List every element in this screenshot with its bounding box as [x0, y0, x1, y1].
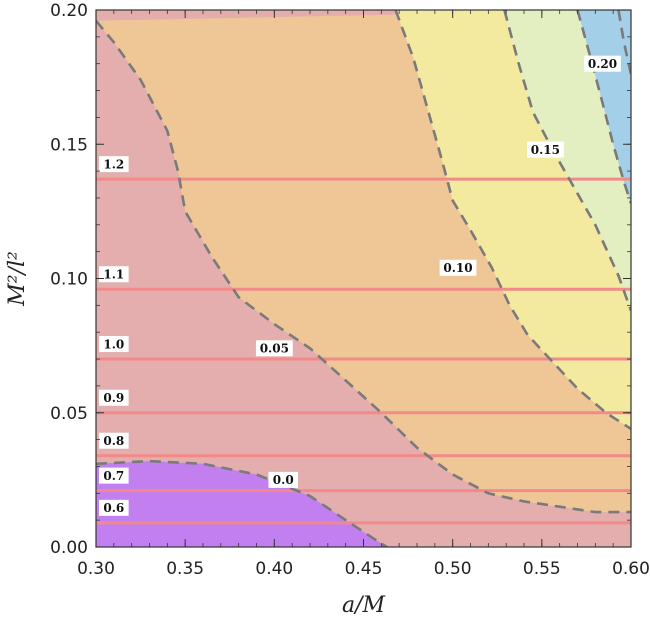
- x-tick-label: 0.40: [255, 559, 293, 579]
- y-tick-label: 0.05: [50, 404, 88, 424]
- label-text: 0.10: [443, 261, 472, 275]
- label-box: [439, 259, 477, 276]
- label-text: 0.15: [531, 143, 560, 157]
- contour-label: 0.10: [439, 259, 477, 276]
- label-text: 0.7: [103, 469, 124, 483]
- x-tick-label: 0.30: [77, 559, 115, 579]
- region-below-0.0: [96, 461, 387, 547]
- horizontal-lines: [96, 177, 631, 525]
- y-tick-label: 0.20: [50, 1, 88, 21]
- label-text: 0.0: [273, 473, 294, 487]
- label-box: [99, 156, 129, 173]
- label-text: 0.05: [260, 342, 289, 356]
- label-text: 0.9: [103, 391, 124, 405]
- label-box: [99, 467, 129, 484]
- label-box: [99, 266, 129, 283]
- horizontal-line-label: 1.0: [99, 336, 129, 353]
- horizontal-line-label: 0.9: [99, 389, 129, 406]
- dashed-contour: [394, 10, 631, 430]
- contour-label: 0.0: [268, 471, 299, 488]
- label-text: 1.0: [103, 337, 124, 351]
- horizontal-line-label: 1.2: [99, 156, 129, 173]
- y-tick-label: 0.00: [50, 538, 88, 558]
- filled-regions: [96, 10, 631, 547]
- y-axis-title: M²/l²: [5, 251, 30, 307]
- x-axis-title: a/M: [342, 593, 386, 618]
- contour-label: 0.15: [527, 141, 564, 158]
- label-box: [99, 336, 129, 353]
- horizontal-line-label: 0.8: [99, 432, 129, 449]
- label-box: [255, 340, 293, 357]
- x-tick-label: 0.60: [612, 559, 650, 579]
- dashed-contour: [96, 19, 631, 514]
- label-box: [99, 499, 129, 516]
- contour-label: 0.20: [584, 55, 621, 72]
- label-box: [584, 55, 621, 72]
- x-tick-label: 0.55: [523, 559, 561, 579]
- horizontal-line-label: 0.6: [99, 499, 129, 516]
- label-box: [99, 389, 129, 406]
- contour-labels: 0.0 0.05 0.10 0.15 0.20 1.2 1.1 1.0 0.9 0.8 0.7 0.6: [99, 55, 621, 516]
- x-tick-label: 0.45: [345, 559, 383, 579]
- dashed-contour: [576, 10, 631, 204]
- label-text: 1.2: [103, 157, 124, 171]
- y-tick-label: 0.10: [50, 270, 88, 290]
- y-tick-label: 0.15: [50, 135, 88, 155]
- dashed-contour: [503, 10, 631, 312]
- x-tick-label: 0.50: [434, 559, 472, 579]
- label-text: 0.20: [588, 57, 617, 71]
- horizontal-line-label: 1.1: [99, 266, 129, 283]
- horizontal-line-label: 0.7: [99, 467, 129, 484]
- label-text: 0.6: [103, 501, 124, 515]
- label-text: 0.8: [103, 434, 124, 448]
- contour-label: 0.05: [255, 340, 293, 357]
- label-text: 1.1: [103, 268, 124, 282]
- x-tick-label: 0.35: [166, 559, 204, 579]
- label-box: [527, 141, 564, 158]
- axis-ticks: 0.30 0.35 0.40 0.45 0.50 0.55 0.60 0.00 0.05 0.10…: [50, 1, 650, 579]
- label-box: [99, 432, 129, 449]
- label-box: [268, 471, 299, 488]
